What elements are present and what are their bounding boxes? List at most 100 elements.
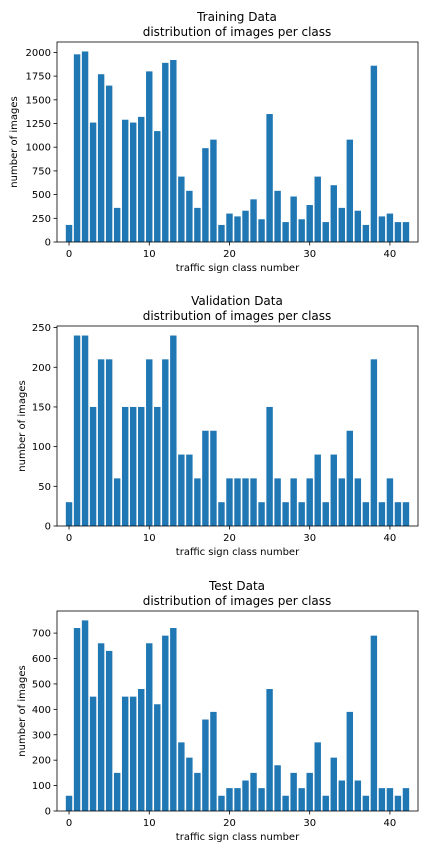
validation-bar-class-1 — [73, 335, 81, 526]
training-bar-class-17 — [202, 148, 209, 242]
validation-bar-class-5 — [105, 359, 113, 526]
validation-bar-class-29 — [298, 502, 305, 526]
validation-bar-class-9 — [138, 406, 145, 526]
validation-xtick-label: 30 — [303, 533, 316, 544]
training-bar-class-21 — [234, 216, 241, 242]
validation-y-axis: 0 50 100 150 200 250 — [32, 323, 57, 533]
validation-ytick-label: 150 — [32, 402, 51, 413]
validation-bar-class-19 — [218, 502, 225, 526]
validation-x-axis: 0 10 20 30 40 — [66, 526, 396, 544]
test-bar-class-26 — [274, 765, 281, 811]
test-bar-class-10 — [146, 643, 153, 811]
validation-bar-class-22 — [242, 478, 249, 526]
training-bar-class-27 — [282, 222, 289, 242]
validation-bar-class-23 — [250, 478, 257, 526]
validation-subtitle: distribution of images per class — [143, 309, 332, 323]
test-bar-class-7 — [121, 696, 129, 811]
test-ytick-label: 200 — [32, 756, 51, 767]
test-xtick-label: 10 — [143, 818, 156, 829]
validation-bar-class-8 — [130, 406, 137, 526]
training-bar-class-33 — [330, 185, 337, 242]
validation-bar-class-36 — [354, 478, 362, 526]
test-bar-class-15 — [186, 757, 193, 811]
test-y-axis: 0 100 200 300 400 500 600 700 — [32, 629, 57, 818]
test-bar-class-39 — [378, 788, 386, 811]
test-bar-class-32 — [322, 795, 329, 811]
test-panel: Test Data distribution of images per cla… — [17, 579, 419, 843]
test-bar-class-11 — [154, 704, 161, 811]
training-bar-class-28 — [290, 196, 297, 242]
training-plot-frame — [56, 41, 419, 243]
validation-bar-class-6 — [113, 478, 121, 526]
training-bar-class-34 — [338, 207, 345, 242]
training-bar-class-10 — [146, 71, 153, 243]
validation-bars — [65, 335, 410, 526]
training-bar-class-13 — [170, 60, 177, 243]
test-ytick-label: 100 — [32, 781, 51, 792]
training-xtick-label: 0 — [66, 249, 72, 260]
validation-ytick-label: 50 — [38, 482, 51, 493]
validation-bar-class-39 — [378, 502, 386, 526]
test-title: Test Data — [208, 579, 265, 593]
training-bar-class-30 — [306, 205, 313, 242]
training-xtick-label: 30 — [303, 249, 316, 260]
training-bar-class-15 — [186, 190, 193, 242]
test-bar-class-34 — [338, 780, 345, 811]
test-bar-class-16 — [194, 772, 201, 811]
validation-bar-class-34 — [338, 478, 345, 526]
test-bar-class-29 — [298, 788, 305, 811]
validation-panel: Validation Data distribution of images p… — [17, 294, 419, 558]
training-bar-class-14 — [178, 176, 185, 242]
test-bar-class-18 — [210, 711, 217, 811]
validation-bar-class-13 — [170, 335, 177, 526]
training-bar-class-29 — [298, 219, 305, 242]
training-bar-class-26 — [274, 190, 281, 242]
test-bar-class-30 — [306, 772, 313, 811]
validation-bar-class-17 — [202, 430, 209, 526]
training-bar-class-3 — [89, 122, 97, 242]
training-panel: Training Data distribution of images per… — [9, 10, 419, 274]
training-bar-class-2 — [81, 51, 89, 243]
training-ytick-label: 0 — [45, 238, 51, 249]
training-ylabel: number of images — [9, 96, 20, 187]
training-bar-class-18 — [210, 139, 217, 242]
validation-bar-class-27 — [282, 502, 289, 526]
test-ytick-label: 400 — [32, 705, 51, 716]
training-ytick-label: 500 — [32, 190, 51, 201]
test-bar-class-28 — [290, 772, 297, 811]
validation-bar-class-30 — [306, 478, 313, 526]
test-ytick-label: 600 — [32, 654, 51, 665]
validation-bar-class-33 — [330, 454, 337, 526]
test-bar-class-33 — [330, 757, 337, 811]
training-bar-class-41 — [394, 222, 402, 242]
training-bar-class-39 — [378, 216, 386, 242]
training-subtitle: distribution of images per class — [143, 25, 332, 39]
training-ytick-label: 250 — [32, 214, 51, 225]
test-bar-class-35 — [346, 711, 354, 811]
test-bar-class-2 — [81, 620, 89, 811]
test-ylabel: number of images — [17, 665, 28, 756]
training-xtick-label: 40 — [384, 249, 397, 260]
validation-bar-class-35 — [346, 430, 354, 526]
validation-bar-class-31 — [314, 454, 321, 526]
training-bar-class-16 — [194, 207, 201, 242]
test-bar-class-4 — [97, 643, 105, 811]
test-bar-class-12 — [162, 635, 169, 811]
training-bar-class-38 — [370, 65, 378, 242]
test-bar-class-38 — [370, 635, 378, 811]
training-ytick-label: 2000 — [26, 48, 51, 59]
training-bar-class-40 — [386, 213, 394, 242]
training-bar-class-8 — [130, 122, 137, 242]
training-bar-class-24 — [258, 219, 265, 242]
validation-bar-class-3 — [89, 406, 97, 526]
validation-xtick-label: 0 — [66, 533, 72, 544]
validation-bar-class-10 — [146, 359, 153, 526]
validation-xlabel: traffic sign class number — [176, 547, 300, 558]
test-x-axis: 0 10 20 30 40 — [66, 811, 396, 829]
validation-bar-class-12 — [162, 359, 169, 526]
training-ytick-label: 1750 — [26, 72, 51, 83]
test-bar-class-36 — [354, 780, 362, 811]
validation-ytick-label: 100 — [32, 442, 51, 453]
test-xtick-label: 30 — [303, 818, 316, 829]
